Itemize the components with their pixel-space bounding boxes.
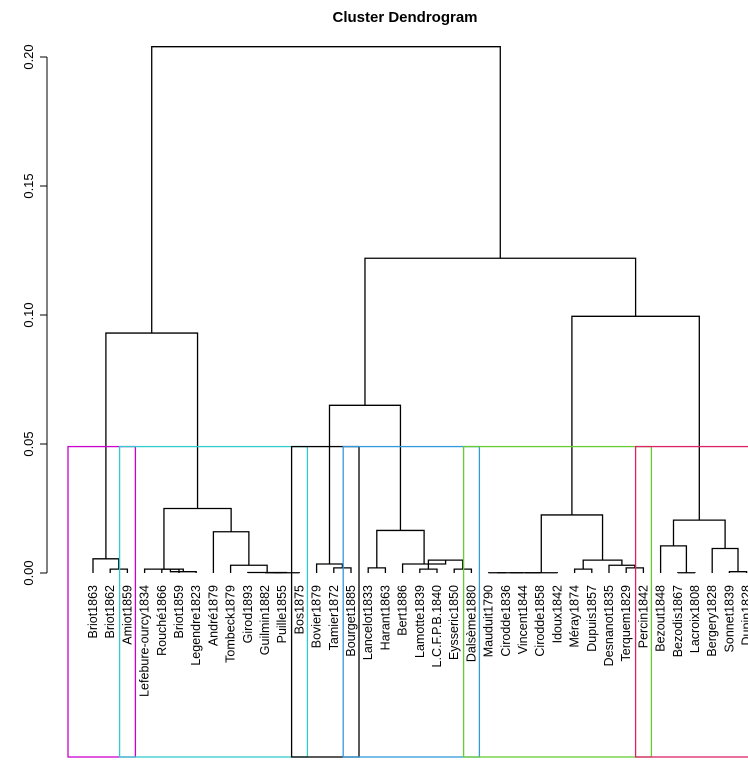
leaf-label: Harant1863: [378, 585, 392, 650]
leaf-label: Cirodde1836: [499, 585, 513, 657]
leaf-label: Idoux1842: [550, 585, 564, 643]
dendrogram-link: [109, 568, 129, 573]
leaf-label: Briot1862: [103, 585, 117, 639]
leaf-label: Legendre1823: [189, 585, 203, 666]
leaf-label: André1879: [206, 585, 220, 646]
dendrogram-link: [247, 571, 288, 574]
cluster-boxes: [67, 445, 748, 758]
cluster-box: [462, 445, 653, 758]
dendrogram-link: [659, 545, 688, 573]
leaf-label: Dupuis1857: [585, 585, 599, 652]
leaf-label: Lefebure-ourcy1834: [138, 585, 152, 697]
leaf-label: Girod1893: [241, 585, 255, 643]
leaf-label: Bergery1828: [705, 585, 719, 657]
y-tick-label: 0.20: [21, 44, 36, 69]
chart-title: Cluster Dendrogram: [332, 9, 477, 26]
leaf-label: Bourget1885: [344, 585, 358, 657]
leaf-label: Bovier1879: [310, 585, 324, 648]
leaf-label: Percin1842: [636, 585, 650, 648]
y-tick-label: 0.10: [21, 302, 36, 327]
y-axis: 0.00 0.05 0.10 0.15 0.20: [21, 44, 48, 586]
leaf-label: Dalsème1880: [464, 585, 478, 662]
leaf-label: Dupin1828: [740, 585, 748, 646]
leaf-label: Terquem1829: [619, 585, 633, 661]
dendrogram-link: [163, 507, 232, 570]
leaf-label: Puille1855: [275, 585, 289, 643]
leaf-label: Bos1875: [292, 585, 306, 634]
dendrogram-link: [151, 46, 501, 334]
leaf-label: Guilmin1882: [258, 585, 272, 655]
dendrogram-link: [573, 568, 593, 573]
dendrogram-link: [333, 567, 352, 573]
dendrogram-link: [608, 564, 636, 573]
leaf-labels: Briot1863 Briot1862 Amiot1859 Lefebure-ourc…: [86, 585, 748, 697]
leaf-label: Briot1859: [172, 585, 186, 639]
cluster-box: [342, 445, 481, 758]
dendrogram-link: [376, 529, 425, 568]
leaf-label: Lacroix1808: [688, 585, 702, 653]
dendrogram-link: [625, 567, 645, 573]
dendrogram-link: [419, 568, 438, 573]
y-tick-label: 0.15: [21, 173, 36, 198]
leaf-label: Lamotte1839: [413, 585, 427, 658]
leaf-label: Lancelot1833: [361, 585, 375, 660]
dendrogram-link: [364, 257, 637, 406]
cluster-box: [290, 445, 360, 758]
leaf-label: Amiot1859: [120, 585, 134, 645]
dendrogram-link: [453, 568, 473, 573]
leaf-label: Briot1863: [86, 585, 100, 639]
dendrogram-branches: [92, 46, 748, 574]
leaf-label: Cirodde1858: [533, 585, 547, 657]
leaf-label: Bezout1848: [654, 585, 668, 652]
dendrogram-link: [328, 404, 402, 564]
leaf-label: L.C.F.P.B.1840: [430, 585, 444, 668]
dendrogram-link: [672, 519, 726, 549]
leaf-label: Rouché1866: [155, 585, 169, 656]
leaf-label: Tamier1872: [327, 585, 341, 650]
dendrogram-link: [92, 558, 120, 573]
leaf-label: Sonnet1839: [722, 585, 736, 652]
leaf-label: Bezodis1867: [671, 585, 685, 657]
leaf-label: Bert1886: [396, 585, 410, 636]
dendrogram-link: [540, 514, 604, 573]
y-tick-label: 0.00: [21, 560, 36, 585]
dendrogram-link: [711, 547, 739, 573]
leaf-label: Eysseric1850: [447, 585, 461, 660]
y-tick-label: 0.05: [21, 431, 36, 456]
dendrogram-link: [728, 571, 748, 573]
cluster-box: [118, 445, 309, 758]
leaf-label: Vincent1844: [516, 585, 530, 654]
leaf-label: Mauduit1790: [482, 585, 496, 657]
cluster-box: [634, 445, 748, 758]
cluster-box: [67, 445, 137, 758]
leaf-label: Tombeck1879: [224, 585, 238, 663]
leaf-label: Méray1874: [568, 585, 582, 648]
dendrogram-link: [367, 567, 387, 573]
leaf-label: Desnanot1835: [602, 585, 616, 666]
